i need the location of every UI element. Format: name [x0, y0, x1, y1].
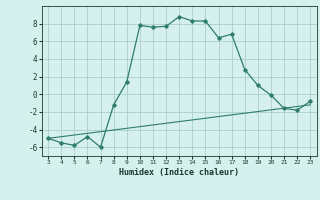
- X-axis label: Humidex (Indice chaleur): Humidex (Indice chaleur): [119, 168, 239, 177]
